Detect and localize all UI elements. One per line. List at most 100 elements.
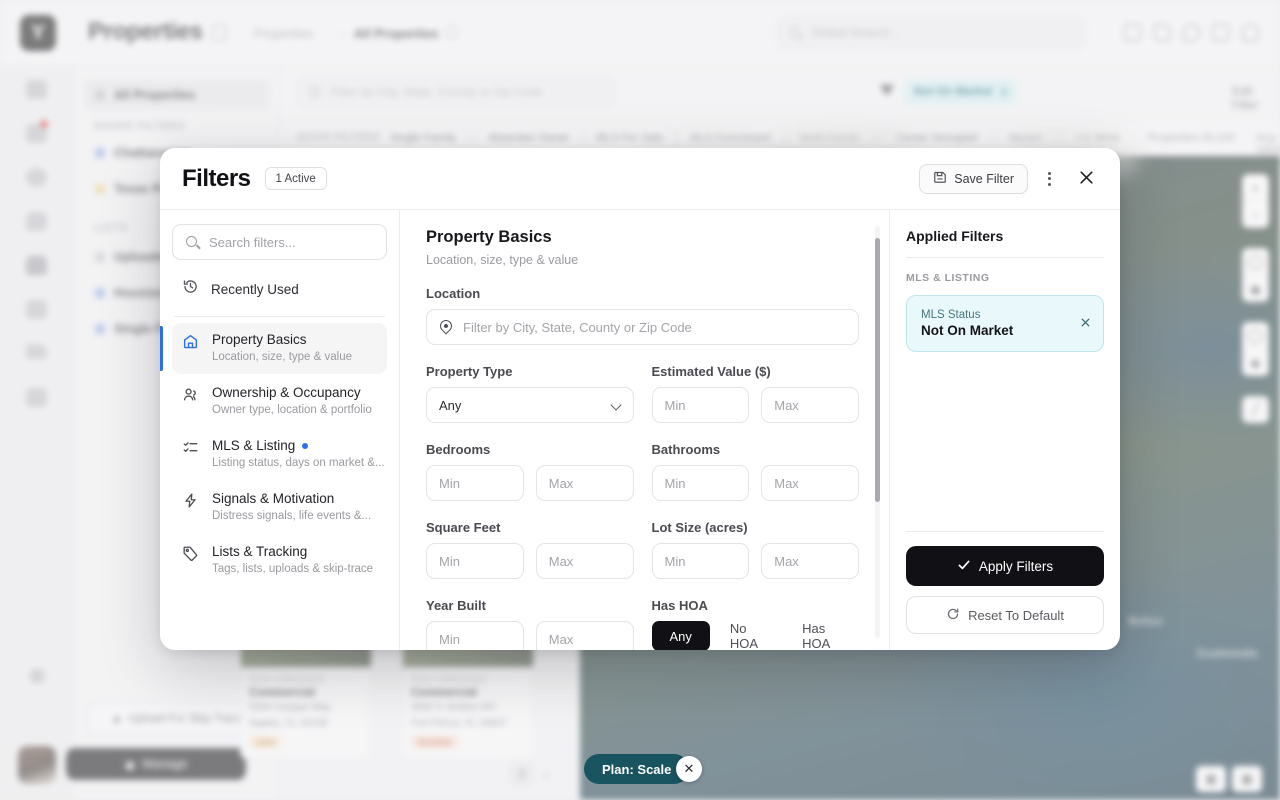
year-built-max-input[interactable] — [535, 621, 634, 650]
sidebar-item-saved-filter-1[interactable]: Texas Pro — [84, 174, 270, 204]
rail-dashboard-icon[interactable] — [26, 80, 47, 99]
rail-dialer-icon[interactable] — [26, 344, 47, 359]
bell-icon[interactable] — [1242, 24, 1259, 41]
next-page-icon[interactable]: › — [544, 766, 549, 782]
calculator-icon[interactable] — [1124, 24, 1141, 41]
sidebar-item-lists-tracking[interactable]: Lists & Tracking Tags, lists, uploads & … — [172, 535, 387, 586]
hoa-option-no-hoa[interactable]: No HOA — [729, 621, 759, 650]
hoa-option-has-hoa[interactable]: Has HOA — [802, 621, 831, 650]
sidebar-item-all-properties[interactable]: All Properties — [84, 80, 270, 110]
lot-size-label: Lot Size (acres) — [651, 520, 748, 535]
sidebar-item-list-1[interactable]: Houston — [84, 278, 270, 308]
map-measure-controls[interactable]: ╱ — [1242, 396, 1269, 423]
apply-filters-button[interactable]: Apply Filters — [906, 546, 1104, 586]
reset-to-default-button[interactable]: Reset To Default — [906, 596, 1104, 634]
lot-size-max-input[interactable] — [761, 543, 859, 579]
more-options-button[interactable] — [1034, 164, 1064, 194]
global-search-input[interactable]: Global Search... — [776, 16, 1086, 50]
close-icon[interactable]: ✕ — [999, 87, 1009, 99]
screenshot-icon[interactable]: ▣ — [1196, 766, 1226, 792]
bedrooms-max-input[interactable] — [535, 465, 634, 501]
breadcrumb-parent[interactable]: Properties — [254, 26, 314, 41]
rail-messages-icon[interactable] — [26, 212, 47, 231]
nav-divider — [174, 316, 385, 317]
phone-icon[interactable] — [1154, 24, 1171, 41]
form-scrollbar[interactable] — [875, 226, 880, 638]
active-filter-chip[interactable]: Not On Market ✕ — [904, 79, 1017, 105]
info-icon[interactable] — [445, 26, 458, 39]
quick-chip-6[interactable]: Vacant — [996, 127, 1054, 149]
avatar[interactable] — [18, 746, 56, 784]
rail-help-icon[interactable] — [29, 668, 45, 684]
active-indicator-dot — [302, 442, 309, 449]
search-filters-field[interactable] — [172, 224, 387, 260]
sidebar-item-list-2[interactable]: Single Fa — [84, 314, 270, 344]
measure-icon[interactable]: ╱ — [1251, 401, 1260, 417]
sidebar-item-ownership-occupancy[interactable]: Ownership & Occupancy Owner type, locati… — [172, 376, 387, 427]
sidebar-item-list-0[interactable]: Uploaded — [84, 242, 270, 272]
quick-chip-1[interactable]: Absentee Owner — [476, 127, 582, 149]
bedrooms-min-input[interactable] — [426, 465, 524, 501]
shape-icon[interactable]: ◯ — [1247, 327, 1264, 343]
rail-notification-badge — [40, 120, 48, 128]
applied-filter-card[interactable]: MLS Status Not On Market — [906, 295, 1104, 352]
lot-size-min-input[interactable] — [651, 543, 750, 579]
estimated-value-max-input[interactable] — [761, 387, 859, 423]
zoom-in-button[interactable]: + — [1251, 179, 1260, 196]
bathrooms-min-input[interactable] — [651, 465, 750, 501]
sidebar-item-mls-listing[interactable]: MLS & Listing Listing status, days on ma… — [172, 429, 387, 480]
funnel-icon[interactable] — [880, 85, 894, 96]
map-draw-controls[interactable]: ◯ ◆ — [1242, 248, 1269, 302]
camera-icon[interactable]: ▣ — [1232, 766, 1262, 792]
quick-chip-7[interactable]: +11 More — [1062, 127, 1132, 149]
kebab-dot — [1047, 171, 1051, 175]
edit-filter-button[interactable]: Edit Filter — [1232, 84, 1259, 112]
search-filters-input[interactable] — [173, 225, 386, 259]
quick-chip-4[interactable]: Multi-Family — [788, 127, 872, 149]
properties-count-stat: Properties 53,100 — [1148, 132, 1235, 144]
estimated-value-min-input[interactable] — [651, 387, 750, 423]
close-modal-button[interactable] — [1070, 163, 1102, 195]
quick-chip-5[interactable]: Owner Occupied — [884, 127, 990, 149]
map-zoom-controls[interactable]: + − — [1242, 174, 1269, 228]
manage-button[interactable]: ◉ Manage — [66, 748, 246, 780]
scrollbar-thumb[interactable] — [875, 238, 880, 503]
sidebar-item-label: Uploaded — [114, 250, 171, 264]
chevron-down-icon — [609, 399, 622, 411]
trash-icon[interactable]: ■ — [1242, 349, 1269, 376]
hoa-option-any[interactable]: Any — [651, 621, 710, 650]
property-type-select[interactable]: Any — [426, 387, 634, 423]
save-filter-button[interactable]: Save Filter — [919, 163, 1028, 194]
toast-close-button[interactable]: ✕ — [676, 756, 702, 782]
rail-contacts-icon[interactable] — [26, 168, 47, 187]
page-title: Properties — [88, 18, 203, 45]
square-feet-min-input[interactable] — [426, 543, 524, 579]
year-built-min-input[interactable] — [426, 621, 524, 650]
app-logo[interactable]: Y — [20, 15, 56, 51]
rail-analytics-icon[interactable] — [26, 388, 47, 407]
calendar-icon[interactable] — [1212, 24, 1229, 41]
estimated-value-label: Estimated Value ($) — [651, 364, 771, 379]
location-input[interactable] — [426, 309, 859, 345]
pagination: 1 › — [510, 762, 549, 786]
rail-properties-icon[interactable] — [26, 256, 47, 275]
bathrooms-max-input[interactable] — [761, 465, 859, 501]
upload-for-skip-trace-button[interactable]: ▲ Upload For Skip Trace — [88, 703, 266, 734]
sidebar-item-recently-used[interactable]: Recently Used — [172, 268, 387, 310]
remove-applied-filter-button[interactable] — [1076, 315, 1094, 333]
chat-icon[interactable] — [1183, 24, 1200, 41]
quick-chip-0[interactable]: Single Family — [378, 127, 469, 149]
map-shape-controls[interactable]: ◯ ■ — [1242, 322, 1269, 376]
rail-reports-icon[interactable] — [26, 300, 47, 319]
polygon-draw-icon[interactable]: ◆ — [1242, 275, 1269, 302]
recently-used-label: Recently Used — [211, 281, 299, 297]
zoom-out-button[interactable]: − — [1242, 201, 1269, 228]
location-filter-input[interactable]: Filter by City, State, County or Zip Cod… — [296, 76, 616, 108]
page-number[interactable]: 1 — [510, 762, 534, 786]
circle-draw-icon[interactable]: ◯ — [1247, 253, 1264, 269]
quick-chip-3[interactable]: MLS Foreclosed — [678, 127, 783, 149]
square-feet-max-input[interactable] — [535, 543, 634, 579]
rail-inbox-icon[interactable] — [26, 124, 47, 143]
sidebar-item-signals-motivation[interactable]: Signals & Motivation Distress signals, l… — [172, 482, 387, 533]
sidebar-item-property-basics[interactable]: Property Basics Location, size, type & v… — [160, 323, 387, 374]
